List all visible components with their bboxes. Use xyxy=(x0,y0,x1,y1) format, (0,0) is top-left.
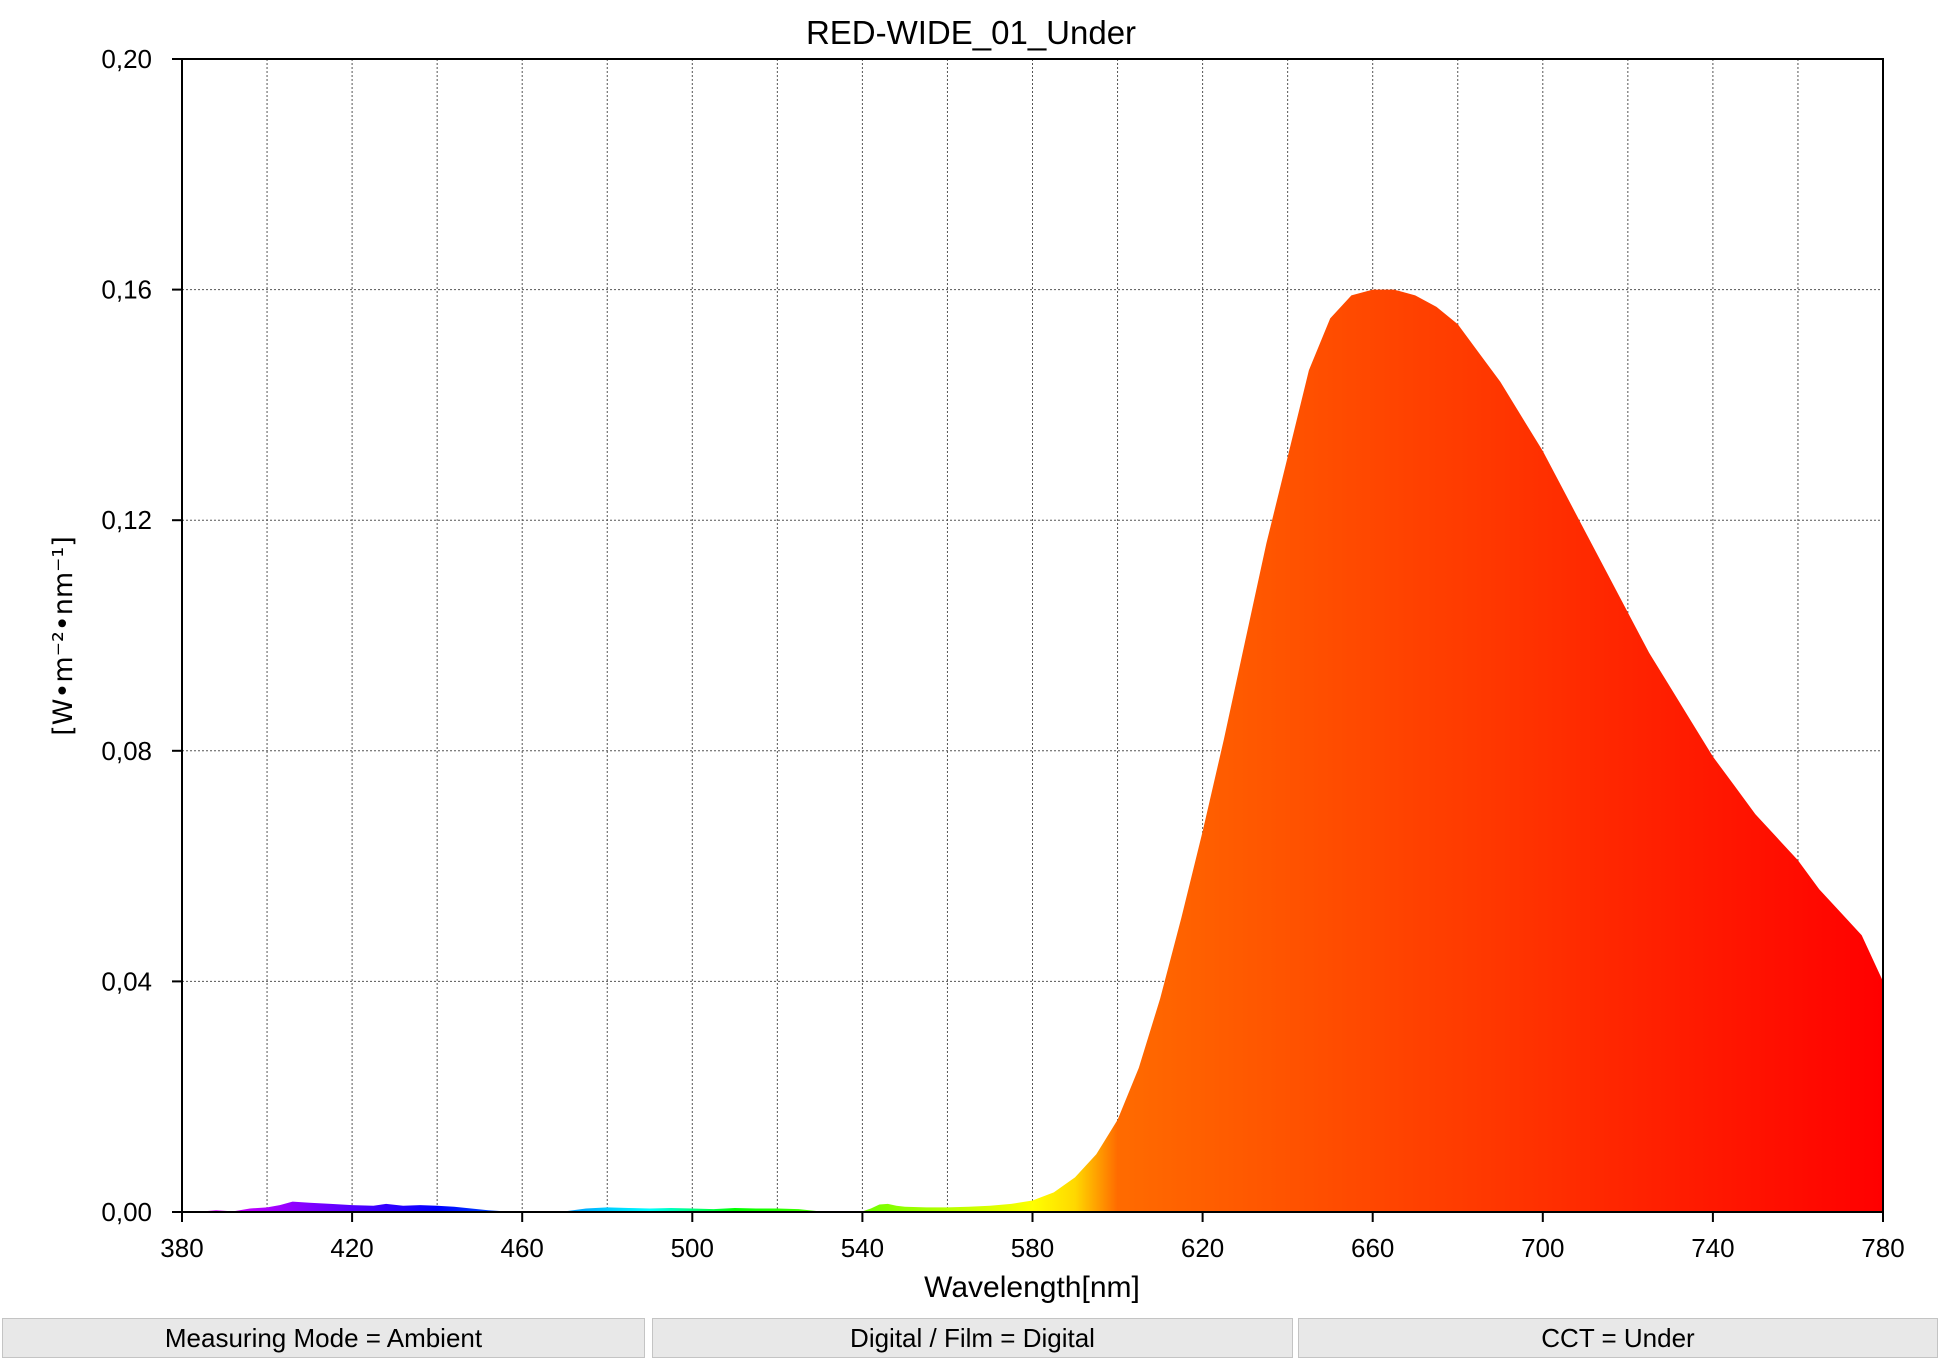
x-tick-label: 380 xyxy=(160,1233,203,1263)
x-tick-label: 420 xyxy=(330,1233,373,1263)
x-tick-label: 740 xyxy=(1691,1233,1734,1263)
y-tick-label: 0,20 xyxy=(101,44,152,74)
y-axis-label: [W•m⁻²•nm⁻¹] xyxy=(48,536,79,735)
x-tick-label: 620 xyxy=(1181,1233,1224,1263)
x-tick-label: 540 xyxy=(841,1233,884,1263)
y-tick-label: 0,16 xyxy=(101,275,152,305)
status-bar: Measuring Mode = Ambient Digital / Film … xyxy=(0,1318,1940,1362)
x-axis-ticks: 380 420 460 500 540 580 620 660 700 740 780 xyxy=(160,1212,1905,1263)
y-tick-label: 0,12 xyxy=(101,505,152,535)
cct-status: CCT = Under xyxy=(1298,1318,1938,1358)
x-tick-label: 700 xyxy=(1521,1233,1564,1263)
y-tick-label: 0,08 xyxy=(101,736,152,766)
x-tick-label: 580 xyxy=(1011,1233,1054,1263)
measuring-mode-status: Measuring Mode = Ambient xyxy=(2,1318,645,1358)
y-tick-label: 0,00 xyxy=(101,1197,152,1227)
x-tick-label: 660 xyxy=(1351,1233,1394,1263)
y-axis-ticks: 0,00 0,04 0,08 0,12 0,16 0,20 xyxy=(101,44,182,1227)
x-tick-label: 500 xyxy=(671,1233,714,1263)
x-tick-label: 780 xyxy=(1861,1233,1904,1263)
digital-film-status: Digital / Film = Digital xyxy=(652,1318,1293,1358)
y-tick-label: 0,04 xyxy=(101,966,152,996)
spectrum-area xyxy=(182,289,1883,1213)
spectrum-chart: RED-WIDE_01_Under 380 420 460 500 540 580 620 6… xyxy=(48,14,1905,1304)
x-tick-label: 460 xyxy=(501,1233,544,1263)
chart-title: RED-WIDE_01_Under xyxy=(806,14,1136,51)
x-axis-label: Wavelength[nm] xyxy=(924,1271,1140,1304)
